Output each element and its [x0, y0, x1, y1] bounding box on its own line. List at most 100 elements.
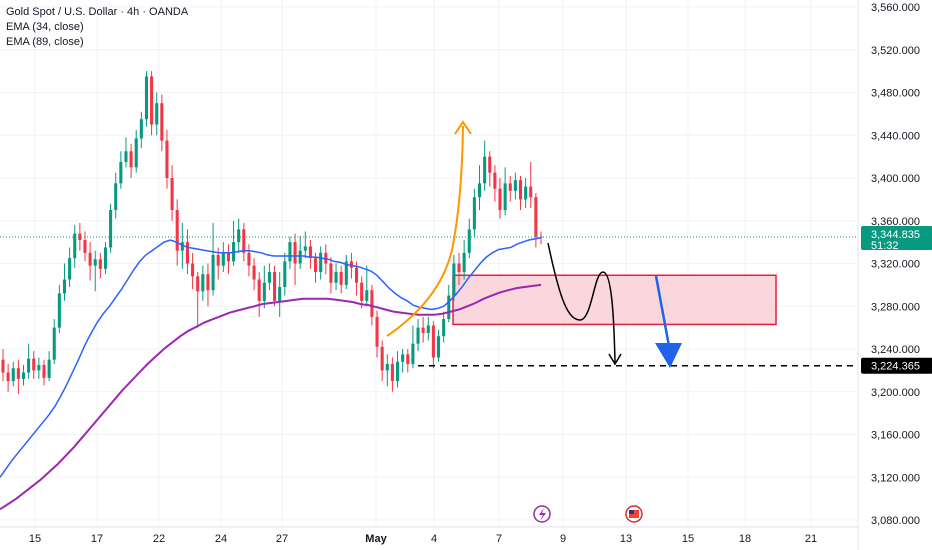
candle-body [273, 272, 277, 301]
candle-body [57, 293, 61, 328]
candle-body [103, 247, 108, 269]
candle-body [129, 151, 133, 168]
candle-body [395, 361, 400, 382]
y-tick-label: 3,520.000 [871, 45, 920, 57]
x-tick-label: 27 [276, 533, 288, 545]
ema34-label[interactable]: EMA (34, close) [6, 21, 84, 33]
candle-body [503, 183, 507, 211]
candle-body [37, 365, 41, 371]
candle-body [88, 252, 92, 266]
candle-body [483, 156, 487, 184]
candle-body [242, 229, 246, 253]
x-tick-label: 15 [29, 533, 41, 545]
ema89-line [0, 283, 542, 511]
x-tick-label: May [365, 533, 387, 545]
candle-body [78, 233, 82, 240]
zone-box[interactable] [452, 274, 777, 326]
candle-body [288, 242, 292, 262]
candle-body [534, 197, 538, 237]
candle-body [73, 233, 77, 259]
candle-body [62, 279, 67, 294]
candle-body [216, 254, 220, 266]
candle-body [488, 156, 492, 173]
candle-body [467, 229, 471, 253]
time-axis[interactable]: 15 17 22 24 27 May 4 7 9 13 15 18 21 [0, 526, 858, 545]
candle-body [380, 346, 384, 371]
orange-curve-arrow[interactable] [386, 125, 464, 337]
x-tick-label: 4 [431, 533, 437, 545]
y-tick-label: 3,560.000 [871, 2, 920, 14]
target-price-tag[interactable] [861, 357, 932, 374]
candle-body [334, 272, 338, 283]
candle-body [196, 276, 200, 292]
x-tick-label: 13 [620, 533, 632, 545]
y-tick-label: 3,360.000 [871, 216, 920, 228]
candle-body [155, 103, 159, 125]
candle-body [524, 186, 528, 200]
candle-body [493, 172, 497, 189]
candle-body [416, 327, 420, 344]
candle-body [411, 343, 415, 364]
candle-body [283, 261, 287, 288]
candle-body [349, 261, 353, 268]
candle-body [144, 76, 149, 120]
y-tick-label: 3,240.000 [871, 344, 920, 356]
y-tick-label: 3,440.000 [871, 130, 920, 142]
candle-body [124, 151, 128, 162]
y-tick-label: 3,080.000 [871, 515, 920, 527]
x-tick-label: 24 [215, 533, 227, 545]
candle-body [165, 140, 169, 178]
candles [1, 71, 543, 394]
candle-body [278, 287, 282, 301]
candle-body [375, 316, 379, 347]
candle-body [262, 282, 266, 301]
candle-body [319, 252, 323, 273]
candle-body [426, 325, 430, 333]
candle-body [119, 161, 123, 184]
chart-legend: Gold Spot / U.S. Dollar · 4h · OANDA EMA… [6, 5, 188, 50]
candle-body [452, 263, 456, 296]
x-tick-label: 17 [91, 533, 103, 545]
y-tick-label: 3,160.000 [871, 430, 920, 442]
event-markers[interactable] [533, 505, 643, 523]
blue-arrow-shaft[interactable] [654, 275, 671, 347]
candle-body [1, 359, 5, 373]
candle-body [513, 180, 517, 191]
candle-body [68, 258, 72, 280]
candle-body [518, 180, 523, 200]
candle-body [442, 319, 446, 337]
drawings[interactable] [0, 120, 858, 368]
x-tick-label: 18 [739, 533, 751, 545]
candle-body [16, 368, 20, 379]
price-axis[interactable]: 3,080.000 3,120.000 3,160.000 3,200.000 3,24… [857, 0, 932, 550]
symbol-title[interactable]: Gold Spot / U.S. Dollar · 4h · OANDA [6, 6, 189, 18]
candle-body [175, 210, 179, 251]
candle-body [237, 229, 241, 243]
candle-body [252, 265, 256, 280]
candle-body [160, 103, 164, 141]
candle-body [508, 183, 512, 191]
candle-body [308, 246, 312, 259]
candle-body [365, 290, 369, 301]
candle-body [385, 363, 389, 371]
current-price-tag[interactable] [861, 225, 932, 250]
candle-body [98, 259, 102, 269]
orange-arrow-head [454, 120, 472, 135]
x-tick-label: 22 [153, 533, 165, 545]
candle-body [32, 358, 36, 371]
candle-body [257, 279, 261, 301]
candle-body [226, 252, 230, 262]
candle-body [431, 325, 435, 358]
y-tick-label: 3,320.000 [871, 259, 920, 271]
candle-body [201, 274, 205, 292]
candle-body [314, 258, 318, 273]
candle-body [390, 363, 394, 382]
candle-body [52, 327, 56, 360]
candle-body [472, 197, 476, 230]
candle-body [360, 282, 364, 301]
projection-path[interactable] [547, 242, 616, 363]
ema89-label[interactable]: EMA (89, close) [6, 36, 84, 48]
ema-lines [0, 237, 542, 511]
resistance-zone[interactable] [452, 274, 777, 326]
